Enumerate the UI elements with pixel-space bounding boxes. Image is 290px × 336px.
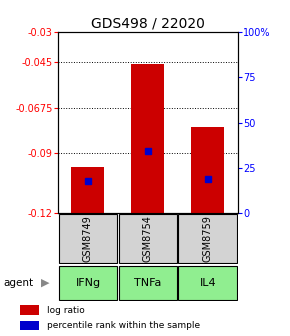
Bar — [71, 167, 104, 213]
Text: GSM8759: GSM8759 — [203, 215, 213, 262]
Text: ▶: ▶ — [41, 278, 49, 288]
Text: agent: agent — [3, 278, 33, 288]
Text: IL4: IL4 — [200, 278, 216, 288]
FancyBboxPatch shape — [178, 266, 237, 300]
Bar — [20, 321, 39, 330]
Bar — [20, 305, 39, 315]
FancyBboxPatch shape — [119, 214, 177, 263]
Text: log ratio: log ratio — [46, 306, 84, 315]
FancyBboxPatch shape — [59, 214, 117, 263]
Title: GDS498 / 22020: GDS498 / 22020 — [91, 17, 205, 31]
FancyBboxPatch shape — [119, 266, 177, 300]
FancyBboxPatch shape — [59, 266, 117, 300]
Text: IFNg: IFNg — [75, 278, 101, 288]
Text: GSM8749: GSM8749 — [83, 215, 93, 262]
Text: percentile rank within the sample: percentile rank within the sample — [46, 321, 200, 330]
FancyBboxPatch shape — [178, 214, 237, 263]
Text: TNFa: TNFa — [134, 278, 162, 288]
Text: GSM8754: GSM8754 — [143, 215, 153, 262]
Bar — [191, 127, 224, 213]
Bar — [131, 64, 164, 213]
